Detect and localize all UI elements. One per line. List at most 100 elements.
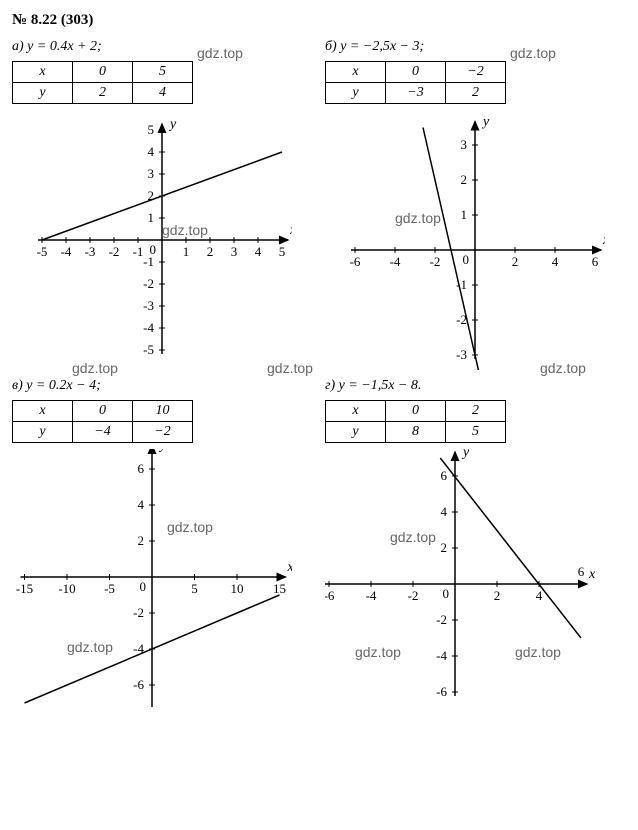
cell-b-00: x bbox=[326, 62, 386, 83]
svg-text:2: 2 bbox=[138, 533, 145, 548]
cell-c-12: −2 bbox=[133, 422, 193, 443]
svg-text:-4: -4 bbox=[436, 648, 447, 663]
svg-text:-5: -5 bbox=[37, 244, 48, 259]
svg-text:3: 3 bbox=[148, 166, 155, 181]
chart-c: -15 -10 -5 5 10 15 -6 -4 -2 2 4 6 0 x y bbox=[12, 449, 292, 709]
label-a: а) bbox=[12, 39, 24, 54]
chart-d: -6-4-2246-6-4-22460xy bbox=[325, 449, 605, 709]
equation-b: б) y = −2,5x − 3; bbox=[325, 39, 626, 55]
svg-text:-2: -2 bbox=[109, 244, 120, 259]
chart-c-wrap: -15-10-551015-6-4-22460xy gdz.top gdz.to… bbox=[12, 449, 313, 709]
svg-text:0: 0 bbox=[443, 586, 450, 601]
eq-a-text: y = 0.4x + 2; bbox=[27, 39, 102, 54]
svg-text:-5: -5 bbox=[104, 581, 115, 596]
cell-d-11: 8 bbox=[386, 422, 446, 443]
svg-text:-4: -4 bbox=[366, 588, 377, 603]
svg-text:-3: -3 bbox=[143, 298, 154, 313]
cell-b-11: −3 bbox=[386, 83, 446, 104]
cell-d-10: y bbox=[326, 422, 386, 443]
label-b: б) bbox=[325, 39, 337, 54]
table-d: x 0 2 y 8 5 bbox=[325, 400, 506, 443]
cell-d-01: 0 bbox=[386, 401, 446, 422]
label-c: в) bbox=[12, 378, 23, 393]
svg-text:5: 5 bbox=[191, 581, 198, 596]
svg-text:4: 4 bbox=[441, 504, 448, 519]
panel-d: г) y = −1,5x − 8. x 0 2 y 8 5 -6 -4 -2 2 4 6 -… bbox=[325, 378, 626, 709]
svg-text:x: x bbox=[287, 560, 293, 575]
cell-b-01: 0 bbox=[386, 62, 446, 83]
panel-b: б) y = −2,5x − 3; x 0 −2 y −3 2 gdz.top … bbox=[325, 39, 626, 370]
svg-text:10: 10 bbox=[231, 581, 244, 596]
cell-c-11: −4 bbox=[73, 422, 133, 443]
svg-text:x: x bbox=[602, 233, 605, 248]
svg-text:0: 0 bbox=[463, 252, 470, 267]
svg-text:-5: -5 bbox=[143, 342, 154, 357]
svg-text:6: 6 bbox=[138, 461, 145, 476]
svg-text:2: 2 bbox=[207, 244, 214, 259]
svg-text:y: y bbox=[461, 449, 470, 460]
svg-text:-2: -2 bbox=[408, 588, 419, 603]
svg-text:3: 3 bbox=[461, 137, 468, 152]
svg-text:2: 2 bbox=[461, 172, 468, 187]
svg-text:-6: -6 bbox=[133, 677, 144, 692]
svg-text:-3: -3 bbox=[85, 244, 96, 259]
cell-c-02: 10 bbox=[133, 401, 193, 422]
svg-text:-6: -6 bbox=[436, 684, 447, 699]
svg-text:6: 6 bbox=[592, 254, 599, 269]
cell-d-00: x bbox=[326, 401, 386, 422]
cell-a-11: 2 bbox=[73, 83, 133, 104]
svg-text:5: 5 bbox=[148, 122, 155, 137]
cell-a-02: 5 bbox=[133, 62, 193, 83]
chart-b-wrap: -6-4-2246-3-2-11230xy gdz.top gdz.top bbox=[325, 110, 626, 370]
cell-c-10: y bbox=[13, 422, 73, 443]
svg-text:6: 6 bbox=[578, 564, 585, 579]
cell-a-00: x bbox=[13, 62, 73, 83]
table-c: x 0 10 y −4 −2 bbox=[12, 400, 193, 443]
svg-text:-2: -2 bbox=[430, 254, 441, 269]
equation-a: а) y = 0.4x + 2; bbox=[12, 39, 313, 55]
svg-text:3: 3 bbox=[231, 244, 238, 259]
chart-d-wrap: -6-4-2246-6-4-22460xy gdz.top gdz.top gd… bbox=[325, 449, 626, 709]
svg-text:1: 1 bbox=[183, 244, 190, 259]
svg-text:4: 4 bbox=[536, 588, 543, 603]
cell-c-00: x bbox=[13, 401, 73, 422]
svg-text:15: 15 bbox=[273, 581, 286, 596]
svg-text:-1: -1 bbox=[133, 244, 144, 259]
cell-d-02: 2 bbox=[446, 401, 506, 422]
svg-text:-4: -4 bbox=[143, 320, 154, 335]
panel-a: а) y = 0.4x + 2; x 0 5 y 2 4 gdz.top -5-… bbox=[12, 39, 313, 370]
svg-text:0: 0 bbox=[140, 579, 147, 594]
svg-text:1: 1 bbox=[461, 207, 468, 222]
svg-text:-4: -4 bbox=[390, 254, 401, 269]
eq-b-text: y = −2,5x − 3; bbox=[340, 39, 424, 54]
svg-text:2: 2 bbox=[441, 540, 448, 555]
cell-a-10: y bbox=[13, 83, 73, 104]
svg-text:-6: -6 bbox=[350, 254, 361, 269]
equation-d: г) y = −1,5x − 8. bbox=[325, 378, 626, 394]
svg-text:-4: -4 bbox=[61, 244, 72, 259]
equation-c: в) y = 0.2x − 4; bbox=[12, 378, 313, 394]
row-top: а) y = 0.4x + 2; x 0 5 y 2 4 gdz.top -5-… bbox=[12, 39, 626, 370]
svg-text:-15: -15 bbox=[16, 581, 33, 596]
svg-text:-2: -2 bbox=[143, 276, 154, 291]
row-bottom: в) y = 0.2x − 4; x 0 10 y −4 −2 -15 -10 -5… bbox=[12, 378, 626, 709]
chart-a-wrap: -5-4-3-2-112345-5-4-3-2-1123450xy gdz.to… bbox=[12, 110, 313, 370]
svg-text:4: 4 bbox=[138, 497, 145, 512]
svg-text:5: 5 bbox=[279, 244, 286, 259]
panel-c: в) y = 0.2x − 4; x 0 10 y −4 −2 -15 -10 -5… bbox=[12, 378, 313, 709]
svg-text:2: 2 bbox=[494, 588, 501, 603]
svg-text:y: y bbox=[158, 449, 167, 453]
svg-text:-4: -4 bbox=[133, 641, 144, 656]
svg-text:x: x bbox=[289, 223, 292, 238]
cell-b-10: y bbox=[326, 83, 386, 104]
svg-text:-10: -10 bbox=[58, 581, 75, 596]
svg-text:4: 4 bbox=[148, 144, 155, 159]
svg-text:-2: -2 bbox=[133, 605, 144, 620]
cell-c-01: 0 bbox=[73, 401, 133, 422]
label-d: г) bbox=[325, 378, 335, 393]
cell-a-12: 4 bbox=[133, 83, 193, 104]
svg-text:x: x bbox=[588, 567, 596, 582]
svg-text:-3: -3 bbox=[456, 347, 467, 362]
chart-a: -5-4-3-2-112345-5-4-3-2-1123450xy bbox=[12, 110, 292, 370]
svg-text:6: 6 bbox=[441, 468, 448, 483]
